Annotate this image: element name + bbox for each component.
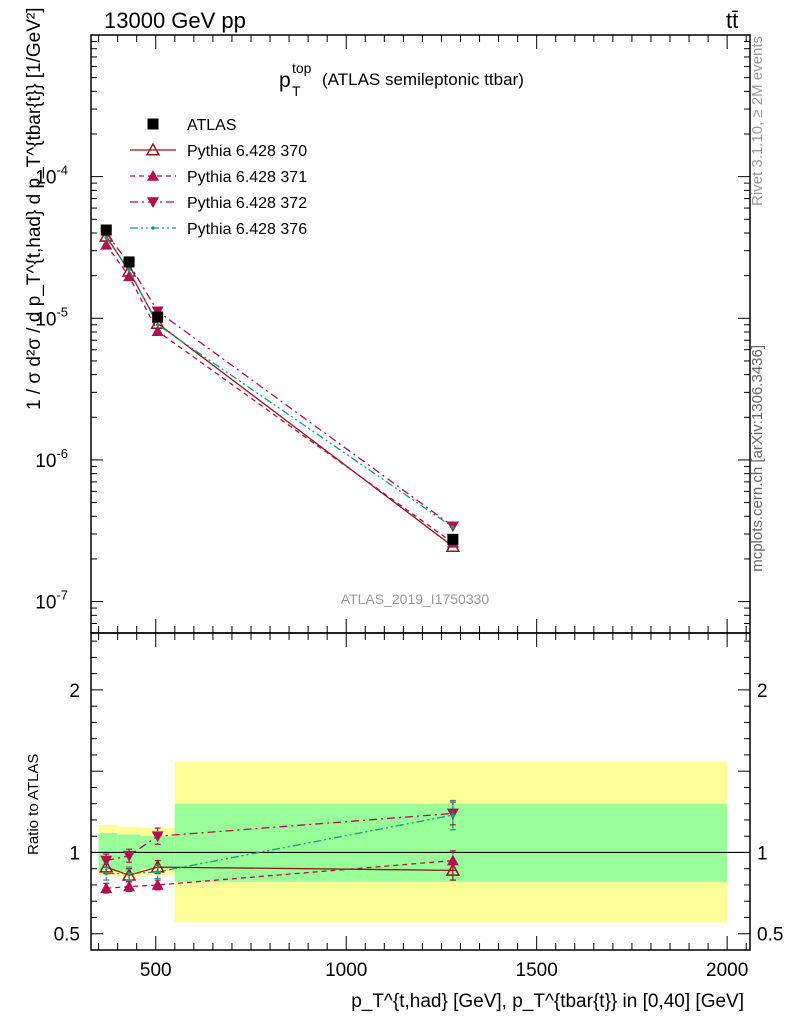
- atlas-data-point: [123, 256, 135, 268]
- legend-label: Pythia 6.428 371: [187, 169, 307, 186]
- legend-label: Pythia 6.428 372: [187, 195, 307, 212]
- series-line-2: [105, 244, 454, 544]
- y-tick-label: 10-6: [35, 446, 68, 472]
- ratio-point-1: [123, 880, 136, 892]
- atlas-data-point: [100, 224, 112, 236]
- series-line-3: [105, 232, 454, 527]
- ratio-line-2: [106, 812, 453, 862]
- ratio-y-tick-label: 2: [69, 681, 80, 702]
- ratio-point-2: [100, 855, 113, 867]
- ratio-point-1: [151, 878, 164, 890]
- ratio-point-3: [155, 870, 160, 874]
- atlas-data-point: [447, 533, 459, 545]
- series-line-4: [105, 237, 454, 528]
- legend-marker: [147, 170, 159, 181]
- title-sup: top: [292, 60, 312, 76]
- ratio-y-tick-label: 0.5: [54, 925, 80, 946]
- plot-title: p T top (ATLAS semileptonic ttbar): [279, 60, 524, 99]
- ratio-line-3: [106, 814, 454, 875]
- header-right: tt̄: [726, 8, 738, 33]
- y-tick-label: 10-7: [35, 588, 68, 614]
- atlas-data-point: [152, 311, 164, 323]
- legend-marker: [151, 226, 155, 230]
- ratio-line-0: [106, 866, 453, 876]
- main-y-axis-label: 1 / σ d²σ / d p_T^{t,had} d p_T^{tbar{t}…: [24, 7, 45, 410]
- series-point-2: [123, 270, 136, 282]
- legend-marker: [145, 142, 161, 156]
- rivet-label: Rivet 3.1.10, ≥ 2M events: [749, 36, 766, 206]
- mcplots-label: mcplots.cern.ch [arXiv:1306.3436]: [749, 345, 766, 572]
- ratio-y-tick-label-right: 1: [757, 843, 768, 864]
- title-rest: (ATLAS semileptonic ttbar): [322, 70, 524, 89]
- x-tick-label: 2000: [706, 960, 748, 981]
- series-point-4: [104, 236, 109, 240]
- ratio-point-2: [123, 850, 136, 862]
- series-point-4: [155, 322, 160, 327]
- legend: ATLAS Pythia 6.428 370 Pythia 6.428 371 Pyt…: [130, 117, 307, 238]
- title-main: p: [279, 69, 291, 92]
- x-axis-label-text: p_T^{t,had} [GeV], p_T^{tbar{t}} in [0,4…: [351, 991, 744, 1012]
- ratio-y-tick-label-right: 0.5: [757, 925, 783, 946]
- x-axis-label: p_T^{t,had} [GeV], p_T^{tbar{t}} in [0,4…: [351, 991, 744, 1012]
- series-point-2: [100, 238, 113, 250]
- ratio-line-1: [106, 859, 453, 889]
- ratio-point-3: [451, 813, 455, 817]
- series-line-1: [105, 235, 454, 547]
- legend-marker: [147, 197, 159, 208]
- x-tick-label: 1500: [516, 960, 558, 981]
- ratio-point-2: [151, 831, 164, 843]
- header-left: 13000 GeV pp: [104, 8, 246, 33]
- legend-label: Pythia 6.428 376: [187, 221, 307, 238]
- ratio-plot-frame: [90, 632, 751, 951]
- x-tick-label: 1000: [325, 960, 367, 981]
- analysis-tag: ATLAS_2019_I1750330: [341, 591, 490, 607]
- title-sub: T: [292, 83, 301, 99]
- series-point-4: [127, 267, 131, 272]
- series-point-2: [151, 325, 164, 337]
- ratio-y-tick-label-right: 2: [757, 681, 768, 702]
- ratio-point-1: [446, 854, 459, 866]
- legend-label: ATLAS: [187, 117, 237, 134]
- legend-marker: [147, 118, 159, 130]
- series-point-4: [451, 525, 455, 530]
- ratio-point-1: [100, 882, 113, 894]
- ratio-point-3: [127, 871, 131, 876]
- x-tick-label: 500: [140, 960, 172, 981]
- ratio-point-3: [104, 871, 109, 876]
- ratio-y-axis-label: Ratio to ATLAS: [25, 754, 42, 855]
- legend-label: Pythia 6.428 370: [187, 143, 307, 160]
- ratio-y-tick-label: 1: [69, 843, 80, 864]
- ratio-uncertainty-bands: [91, 761, 750, 923]
